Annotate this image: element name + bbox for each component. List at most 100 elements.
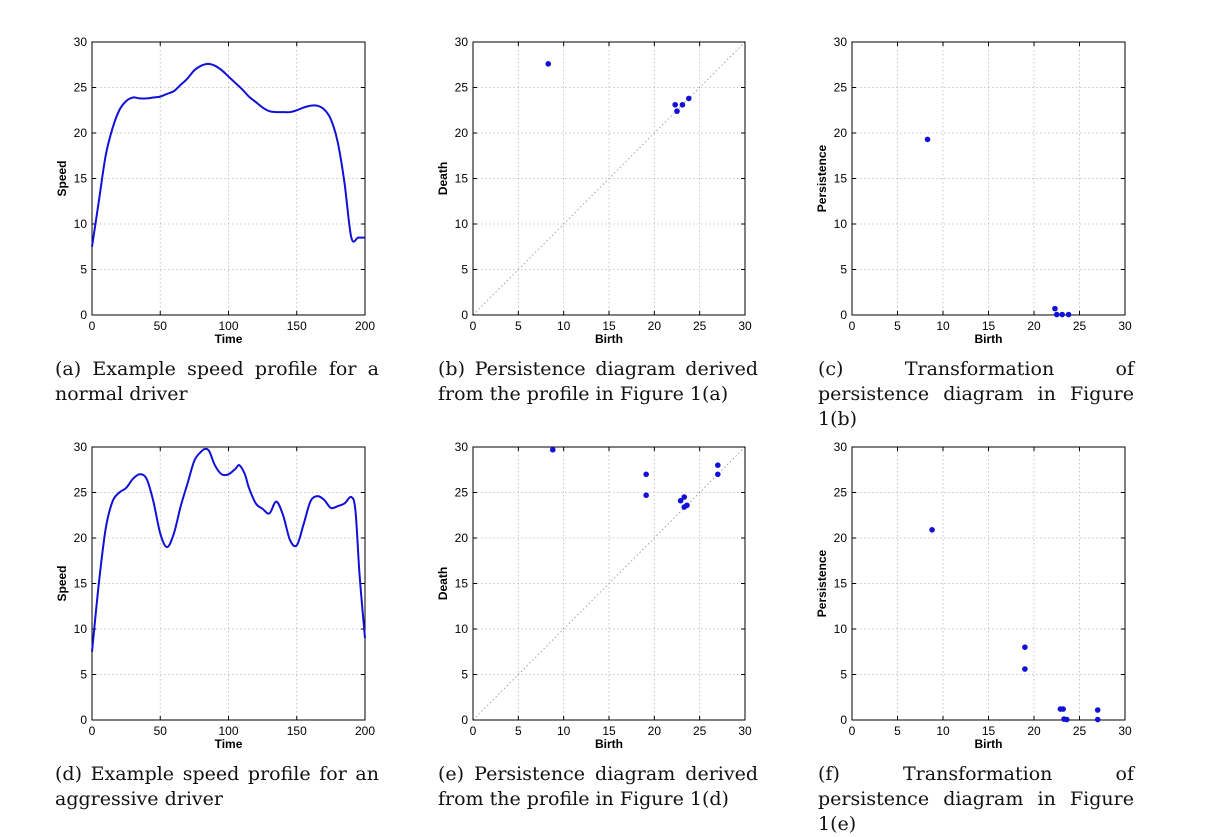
data-point <box>643 492 649 499</box>
y-axis-label: Persistence <box>815 144 829 212</box>
x-tick-label: 0 <box>89 319 96 333</box>
y-tick-label: 5 <box>461 668 468 682</box>
y-tick-label: 10 <box>74 217 88 231</box>
y-tick-label: 20 <box>455 126 469 140</box>
chart-panel-e: 0 5 10 15 20 25 30 0 5 10 15 20 25 30 Birth Death (e) P… <box>405 405 805 820</box>
chart-panel-f: 0 5 10 15 20 25 30 0 5 10 15 20 25 30 Birth Persistence… <box>790 405 1190 835</box>
y-tick-label: 0 <box>840 308 847 322</box>
data-point <box>715 471 721 478</box>
y-tick-label: 15 <box>74 172 88 186</box>
y-tick-label: 25 <box>455 486 469 500</box>
chart-a: 0 50 100 150 200 0 5 10 15 20 25 30 Time Speed <box>55 35 375 346</box>
y-tick-label: 20 <box>455 531 469 545</box>
y-tick-label: 15 <box>74 577 88 591</box>
x-tick-label: 20 <box>648 724 662 738</box>
x-tick-label: 0 <box>470 319 477 333</box>
y-axis-label: Speed <box>55 160 69 196</box>
y-tick-label: 20 <box>834 531 848 545</box>
y-tick-label: 30 <box>455 440 469 454</box>
x-tick-label: 20 <box>648 319 662 333</box>
y-tick-label: 30 <box>74 35 88 49</box>
x-tick-label: 50 <box>154 319 168 333</box>
y-tick-label: 25 <box>74 81 88 95</box>
y-tick-label: 10 <box>834 622 848 636</box>
y-tick-label: 5 <box>461 263 468 277</box>
x-tick-label: 200 <box>355 724 375 738</box>
y-tick-label: 10 <box>455 622 469 636</box>
chart-e: 0 5 10 15 20 25 30 0 5 10 15 20 25 30 Birth Death <box>436 440 752 751</box>
y-tick-label: 20 <box>74 126 88 140</box>
data-point <box>681 494 688 500</box>
data-point <box>677 497 684 504</box>
x-tick-label: 30 <box>738 724 752 738</box>
x-axis-label: Birth <box>595 332 623 346</box>
x-axis-label: Time <box>215 737 243 751</box>
y-tick-label: 30 <box>834 440 848 454</box>
caption-e: (e) Persistence diagram derived from the… <box>438 763 758 810</box>
chart-c: 0 5 10 15 20 25 30 0 5 10 15 20 25 30 Birth Persistence <box>815 35 1132 346</box>
x-tick-label: 30 <box>738 319 752 333</box>
x-axis-label: Birth <box>975 332 1003 346</box>
data-point <box>924 136 931 143</box>
y-axis-label: Persistence <box>815 549 829 617</box>
chart-panel-c: 0 5 10 15 20 25 30 0 5 10 15 20 25 30 Birth Persistence… <box>790 0 1190 430</box>
data-point <box>672 101 678 108</box>
y-tick-label: 10 <box>74 622 88 636</box>
x-axis-label: Time <box>215 332 243 346</box>
x-tick-label: 15 <box>982 724 996 738</box>
y-tick-label: 15 <box>455 577 469 591</box>
data-point <box>674 108 680 114</box>
data-point <box>549 446 556 453</box>
y-tick-label: 0 <box>80 308 87 322</box>
caption-c: (c) Transformation of persistence diagra… <box>818 358 1134 430</box>
y-tick-label: 25 <box>834 81 848 95</box>
y-axis-label: Death <box>436 162 450 195</box>
y-tick-label: 0 <box>840 713 847 727</box>
data-point <box>1063 716 1070 723</box>
x-tick-label: 15 <box>982 319 996 333</box>
chart-panel-a: 0 50 100 150 200 0 5 10 15 20 25 30 Time Speed (a) Ex… <box>0 0 400 415</box>
data-point <box>1060 706 1066 712</box>
y-tick-label: 15 <box>455 172 469 186</box>
x-tick-label: 20 <box>1027 319 1041 333</box>
y-tick-label: 0 <box>461 713 468 727</box>
data-point <box>1094 707 1101 713</box>
data-point <box>929 527 935 533</box>
data-point <box>1065 311 1072 318</box>
x-tick-label: 0 <box>89 724 96 738</box>
y-tick-label: 5 <box>80 668 87 682</box>
x-tick-label: 20 <box>1027 724 1041 738</box>
x-tick-label: 25 <box>693 319 707 333</box>
caption-a: (a) Example speed profile for a normal d… <box>55 358 379 405</box>
data-point <box>684 502 690 509</box>
x-tick-label: 0 <box>470 724 477 738</box>
x-tick-label: 25 <box>1073 724 1087 738</box>
y-tick-label: 30 <box>74 440 88 454</box>
data-point <box>1052 305 1058 312</box>
speed-series-line <box>91 447 366 652</box>
data-point <box>715 462 721 468</box>
y-tick-label: 5 <box>840 668 847 682</box>
x-tick-label: 10 <box>936 724 950 738</box>
y-tick-label: 25 <box>455 81 469 95</box>
x-tick-label: 100 <box>218 319 238 333</box>
data-point <box>685 95 692 102</box>
chart-f: 0 5 10 15 20 25 30 0 5 10 15 20 25 30 Birth Persistence <box>815 440 1132 751</box>
caption-b: (b) Persistence diagram derived from the… <box>438 358 758 405</box>
y-tick-label: 0 <box>461 308 468 322</box>
data-point <box>1094 716 1101 723</box>
caption-d: (d) Example speed profile for an aggress… <box>55 763 379 810</box>
x-tick-label: 5 <box>894 724 901 738</box>
x-tick-label: 10 <box>557 724 571 738</box>
data-point <box>1059 311 1066 318</box>
chart-d: 0 50 100 150 200 0 5 10 15 20 25 30 Time Speed <box>55 440 375 751</box>
diagonal-line <box>472 41 746 316</box>
chart-b: 0 5 10 15 20 25 30 0 5 10 15 20 25 30 Birth Death <box>436 35 752 346</box>
y-axis-label: Death <box>436 567 450 600</box>
data-point <box>679 101 686 108</box>
diagonal-line <box>472 446 746 721</box>
x-tick-label: 0 <box>849 724 856 738</box>
x-axis-label: Birth <box>975 737 1003 751</box>
x-tick-label: 15 <box>602 724 616 738</box>
y-tick-label: 5 <box>80 263 87 277</box>
